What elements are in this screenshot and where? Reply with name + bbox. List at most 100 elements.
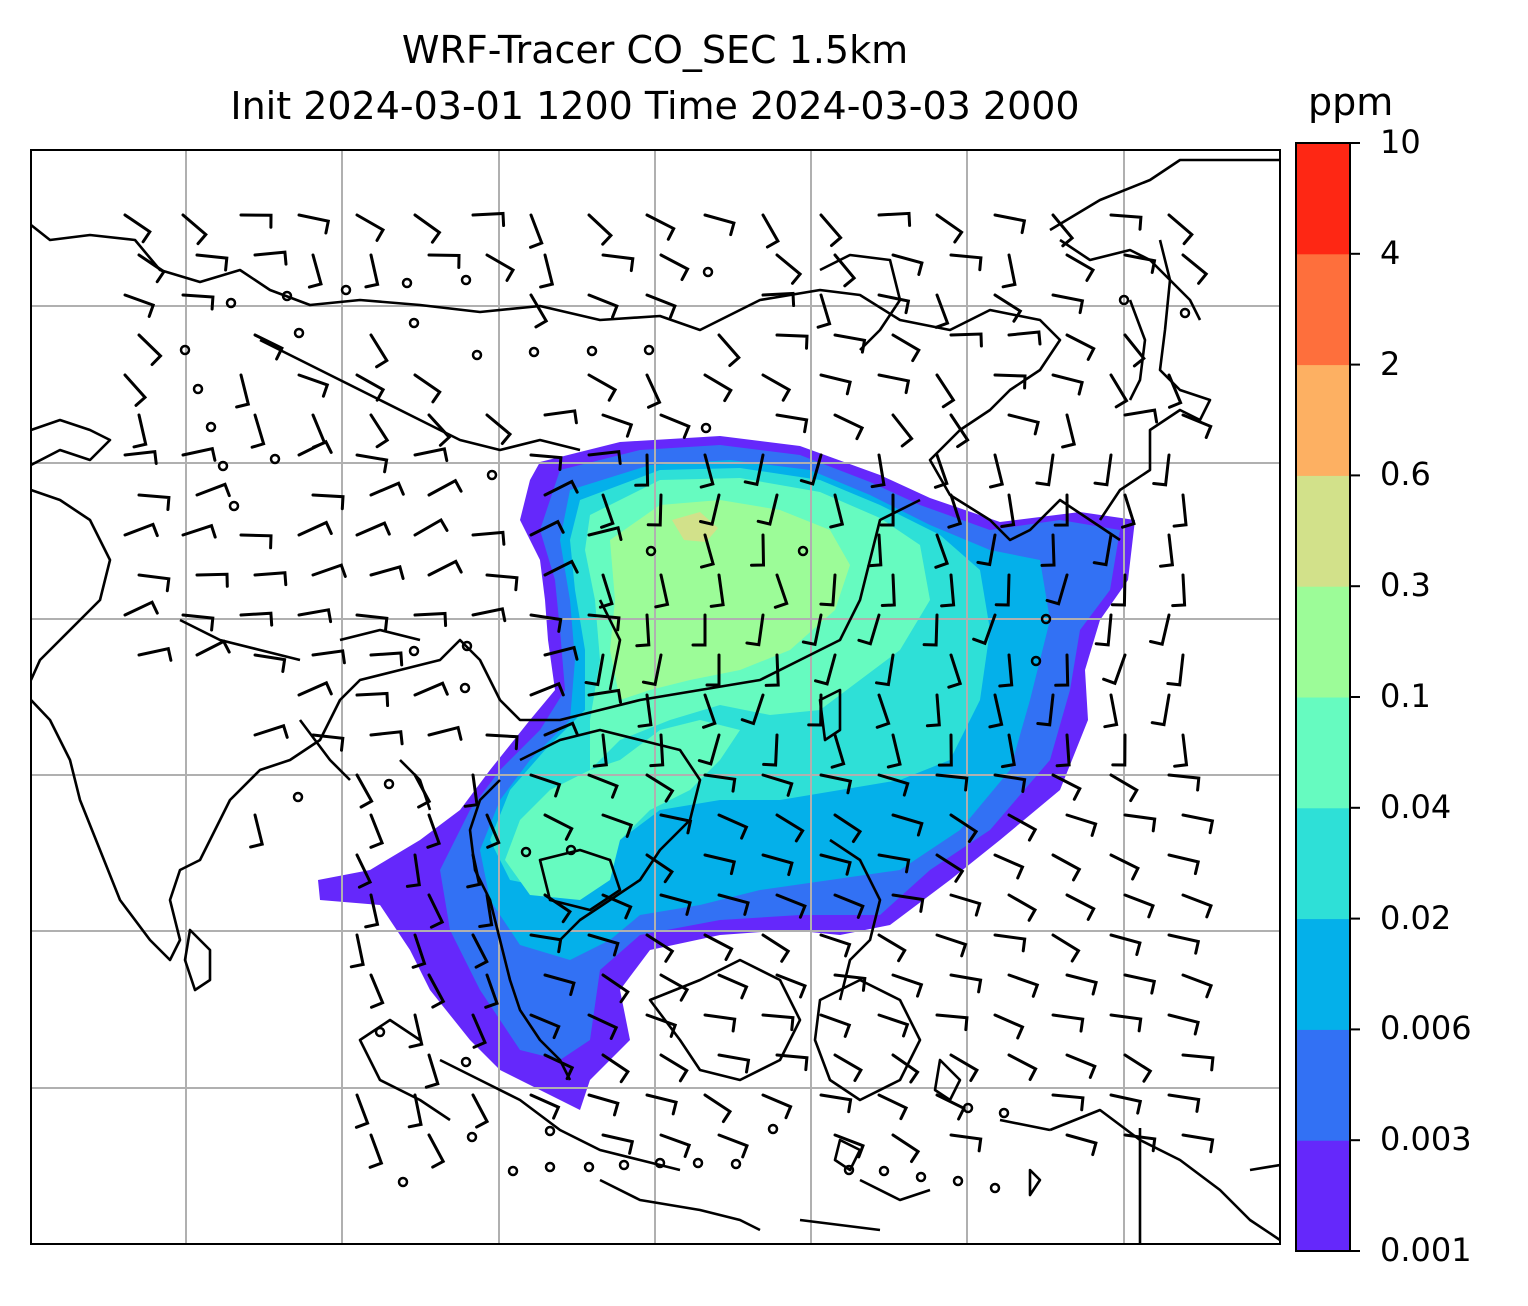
wind-barb	[634, 453, 650, 487]
wind-barb	[949, 813, 979, 843]
wind-barb	[993, 293, 1023, 323]
wind-barb	[1110, 573, 1127, 607]
wind-barb	[645, 293, 677, 319]
wind-barb	[659, 1133, 692, 1158]
wind-barb	[1053, 493, 1069, 527]
wind-barb	[1181, 253, 1209, 285]
calm-wind-marker	[192, 383, 204, 395]
wind-barb	[819, 573, 837, 607]
wind-barb	[529, 933, 563, 954]
wind-barb	[1150, 693, 1171, 727]
wind-barb	[543, 721, 579, 737]
wind-barb	[833, 1053, 863, 1082]
wind-barb	[427, 893, 445, 929]
wind-barb	[819, 853, 852, 876]
wind-barb	[181, 613, 215, 632]
colorbar-tick-label: 0.6	[1380, 455, 1431, 494]
wind-barb	[239, 611, 274, 627]
wind-barb	[369, 333, 389, 369]
wind-barb	[1007, 973, 1040, 998]
wind-barb	[1102, 653, 1127, 686]
calm-wind-marker	[645, 545, 657, 557]
wind-barb	[1109, 853, 1140, 881]
wind-barb	[891, 893, 925, 913]
tracer-level-7	[672, 512, 718, 542]
wind-barb	[775, 893, 807, 919]
calm-wind-marker	[730, 1158, 742, 1170]
wind-barb	[253, 723, 289, 739]
wind-barb	[529, 519, 565, 537]
wind-barb	[137, 646, 173, 662]
wind-barb	[891, 333, 921, 363]
wind-barb	[355, 521, 391, 537]
wind-barb	[587, 293, 619, 319]
wind-barb	[761, 291, 796, 307]
colorbar-segment	[1296, 143, 1350, 255]
wind-barb	[877, 211, 912, 227]
wind-barb	[703, 1013, 737, 1033]
colorbar-segment	[1296, 918, 1350, 1030]
wind-barb	[645, 773, 675, 803]
wind-barb	[123, 449, 158, 465]
wind-barb	[880, 573, 896, 607]
colorbar-tick-label: 0.02	[1380, 898, 1452, 937]
calm-wind-marker	[843, 1164, 855, 1176]
wind-barb	[877, 773, 910, 797]
wind-barb	[799, 453, 823, 486]
wind-barb	[830, 733, 846, 769]
wind-barb	[1065, 813, 1098, 837]
wind-barb	[819, 1013, 852, 1038]
wind-barb	[972, 613, 997, 646]
calm-wind-marker	[507, 1165, 519, 1177]
calm-wind-marker	[408, 645, 420, 657]
wind-barb	[937, 733, 953, 767]
wind-barb	[1172, 493, 1188, 528]
wind-barb	[645, 1093, 678, 1116]
map-title-line1: WRF-Tracer CO_SEC 1.5km	[401, 28, 909, 72]
wind-barb	[1123, 1133, 1157, 1153]
calm-wind-marker	[401, 277, 413, 289]
wind-barb	[994, 573, 1011, 607]
wind-barb	[891, 1053, 920, 1084]
wind-barb	[471, 211, 506, 227]
wind-barb	[761, 1093, 793, 1120]
wind-barb	[485, 733, 519, 751]
wind-barb	[764, 653, 780, 687]
wind-barb	[587, 688, 622, 704]
calm-wind-marker	[989, 1182, 1001, 1194]
wind-barb	[877, 1093, 909, 1121]
colorbar-segment	[1296, 475, 1350, 587]
wind-barb	[427, 253, 461, 269]
wind-barb	[645, 933, 675, 963]
wind-barb	[949, 973, 983, 994]
wind-barb	[1007, 1053, 1038, 1081]
wind-barb	[1051, 933, 1081, 963]
wind-barb	[891, 413, 914, 448]
wind-barb	[587, 373, 618, 402]
wind-barb	[543, 813, 574, 841]
wind-barb	[819, 933, 852, 958]
calm-wind-marker	[565, 844, 577, 856]
wind-barb	[543, 1053, 575, 1081]
wind-barb	[529, 681, 565, 697]
wind-barb	[1181, 413, 1213, 439]
wind-barb	[807, 693, 823, 727]
wind-barb	[413, 213, 442, 244]
wind-barb	[775, 973, 807, 999]
wind-barb	[934, 533, 950, 569]
map-frame	[30, 149, 1281, 1245]
wind-barb	[1123, 893, 1155, 919]
calm-wind-marker	[397, 1176, 409, 1188]
wind-barb	[877, 933, 907, 963]
wind-barb	[947, 493, 963, 529]
wind-barb	[601, 1053, 630, 1084]
wind-barb	[543, 409, 578, 425]
wind-barb	[1051, 1093, 1085, 1112]
wind-barb	[311, 563, 347, 578]
wind-barb	[1001, 253, 1017, 289]
calm-wind-marker	[1118, 294, 1130, 306]
calm-wind-marker	[952, 1175, 964, 1187]
wind-barb	[700, 533, 715, 569]
wind-barb	[311, 649, 346, 665]
wind-barb	[1051, 293, 1085, 315]
